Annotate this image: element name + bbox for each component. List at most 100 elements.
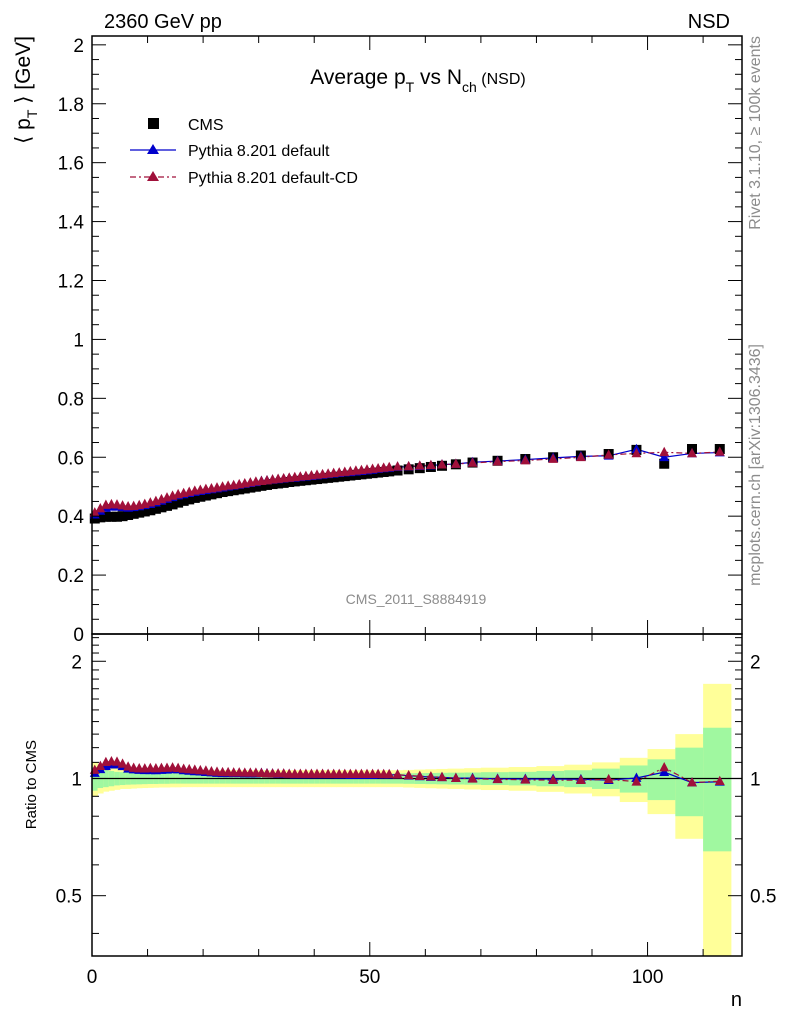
main-panel: 0 0.2 0.4 0.6 0.8 1 1.2 1.4 1.6 1.8 2 Average pT v… <box>12 35 743 646</box>
analysis-watermark: CMS_2011_S8884919 <box>346 591 487 607</box>
ratio-point-pythia-cd <box>123 761 134 771</box>
data-point-pythia-cd <box>392 461 403 471</box>
data-point-cms <box>167 499 178 510</box>
data-point-pythia-cd <box>95 503 106 513</box>
data-point-cms <box>245 482 256 493</box>
data-point-cms <box>100 511 111 522</box>
data-point-pythia-cd <box>492 456 503 466</box>
data-point-cms <box>178 495 189 506</box>
data-point-cms <box>123 509 134 520</box>
legend-label-pythia-cd: Pythia 8.201 default-CD <box>188 170 358 187</box>
ratio-point-pythia-cd <box>687 777 697 787</box>
ratio-point-pythia-cd <box>467 773 478 783</box>
ratio-point-pythia-cd <box>414 770 425 780</box>
rivet-label: Rivet 3.1.10, ≥ 100k events <box>747 36 764 230</box>
data-point-cms <box>200 490 211 501</box>
legend-label-pythia-default: Pythia 8.201 default <box>188 143 330 160</box>
ratio-line-pythia-cd <box>94 760 720 784</box>
x-tick-label: 100 <box>632 967 664 988</box>
data-point-cms <box>262 479 272 490</box>
data-point-cms <box>134 507 145 518</box>
main-y-ticks: 0 0.2 0.4 0.6 0.8 1 1.2 1.4 1.6 1.8 2 <box>58 36 742 646</box>
data-point-pythia-cd <box>631 447 642 458</box>
ratio-point-pythia-cd <box>659 762 670 772</box>
header-left: 2360 GeV pp <box>104 11 222 33</box>
uncertainty-band-inner <box>703 727 732 852</box>
ratio-point-pythia-cd <box>392 769 403 779</box>
ratio-y-tick-label-right: 1 <box>750 769 761 790</box>
main-y-tick-label: 1 <box>73 330 84 351</box>
data-point-pythia-cd <box>603 449 614 459</box>
header-right: NSD <box>688 11 730 33</box>
legend-entry-pythia-cd: Pythia 8.201 default-CD <box>130 170 358 187</box>
uncertainty-band-inner <box>647 759 676 801</box>
chart-title: Average pT vs Nch (NSD) <box>310 66 525 95</box>
data-point-cms <box>267 479 278 490</box>
x-tick-label: 0 <box>87 967 98 988</box>
x-ticks: 0 50 100 <box>87 634 704 988</box>
data-point-cms <box>95 512 106 523</box>
data-point-cms <box>212 488 222 499</box>
legend-marker-cms <box>148 118 159 129</box>
data-point-cms <box>106 511 117 522</box>
ratio-point-pythia-cd <box>95 760 106 770</box>
data-point-cms <box>150 503 161 514</box>
main-y-tick-label: 0.6 <box>58 448 84 469</box>
data-point-pythia-cd <box>714 446 725 456</box>
data-point-cms <box>139 506 150 517</box>
legend-entry-cms: CMS <box>148 117 224 134</box>
data-point-pythia-cd <box>687 447 697 458</box>
data-point-cms <box>278 477 289 488</box>
legend-marker-pythia-default <box>147 144 159 154</box>
ratio-point-pythia-cd <box>403 769 414 780</box>
data-point-cms <box>228 485 239 496</box>
x-axis-label: n <box>731 989 742 1011</box>
main-y-label: ⟨ pT ⟩ [GeV] <box>12 36 40 144</box>
main-y-tick-label: 0.4 <box>58 507 85 528</box>
data-point-cms <box>217 487 228 498</box>
main-y-tick-label: 1.8 <box>58 95 84 116</box>
main-y-tick-label: 1.2 <box>58 272 84 293</box>
ratio-y-tick-label-right: 0.5 <box>750 887 776 908</box>
data-point-pythia-cd <box>437 459 447 469</box>
main-y-tick-label: 0 <box>73 625 84 646</box>
data-point-cms <box>659 458 670 469</box>
data-point-cms <box>173 497 184 508</box>
data-point-cms <box>162 500 172 511</box>
ratio-y-tick-label: 1 <box>71 769 82 790</box>
ratio-point-pythia-cd <box>437 771 447 782</box>
main-y-tick-label: 1.4 <box>58 213 85 234</box>
data-point-pythia-cd <box>575 451 586 462</box>
ratio-point-pythia-cd <box>548 774 559 785</box>
data-point-cms <box>117 511 128 522</box>
ratio-point-pythia-cd <box>117 758 128 768</box>
ratio-y-tick-label: 0.5 <box>56 887 82 908</box>
data-point-pythia-cd <box>520 454 531 465</box>
data-point-cms <box>184 494 195 505</box>
legend-entry-pythia-default: Pythia 8.201 default <box>130 143 330 160</box>
main-y-tick-label: 0.2 <box>58 566 84 587</box>
ratio-frame <box>91 633 743 957</box>
main-y-tick-label: 0.8 <box>58 389 84 410</box>
ratio-point-pythia-cd <box>450 772 461 782</box>
data-point-pythia-cd <box>467 457 478 467</box>
x-tick-label: 50 <box>359 967 380 988</box>
main-plot-area <box>89 443 725 524</box>
data-point-cms <box>223 486 234 497</box>
data-point-pythia-default <box>659 451 670 462</box>
ratio-point-pythia-cd <box>384 768 395 779</box>
ratio-point-pythia-cd <box>425 771 436 781</box>
data-point-cms <box>145 505 156 516</box>
legend: CMS Pythia 8.201 default Pythia 8.201 de… <box>130 117 358 187</box>
data-point-cms <box>239 483 250 494</box>
data-point-cms <box>189 492 200 503</box>
ratio-point-pythia-cd <box>575 774 586 785</box>
legend-label-cms: CMS <box>188 117 224 134</box>
ratio-y-ticks: 0.5 0.5 1 1 2 2 <box>56 637 776 934</box>
ratio-point-pythia-cd <box>520 774 531 784</box>
data-point-cms <box>234 484 245 495</box>
data-point-pythia-cd <box>659 446 670 457</box>
data-point-cms <box>256 480 267 491</box>
ratio-point-pythia-cd <box>714 775 725 786</box>
